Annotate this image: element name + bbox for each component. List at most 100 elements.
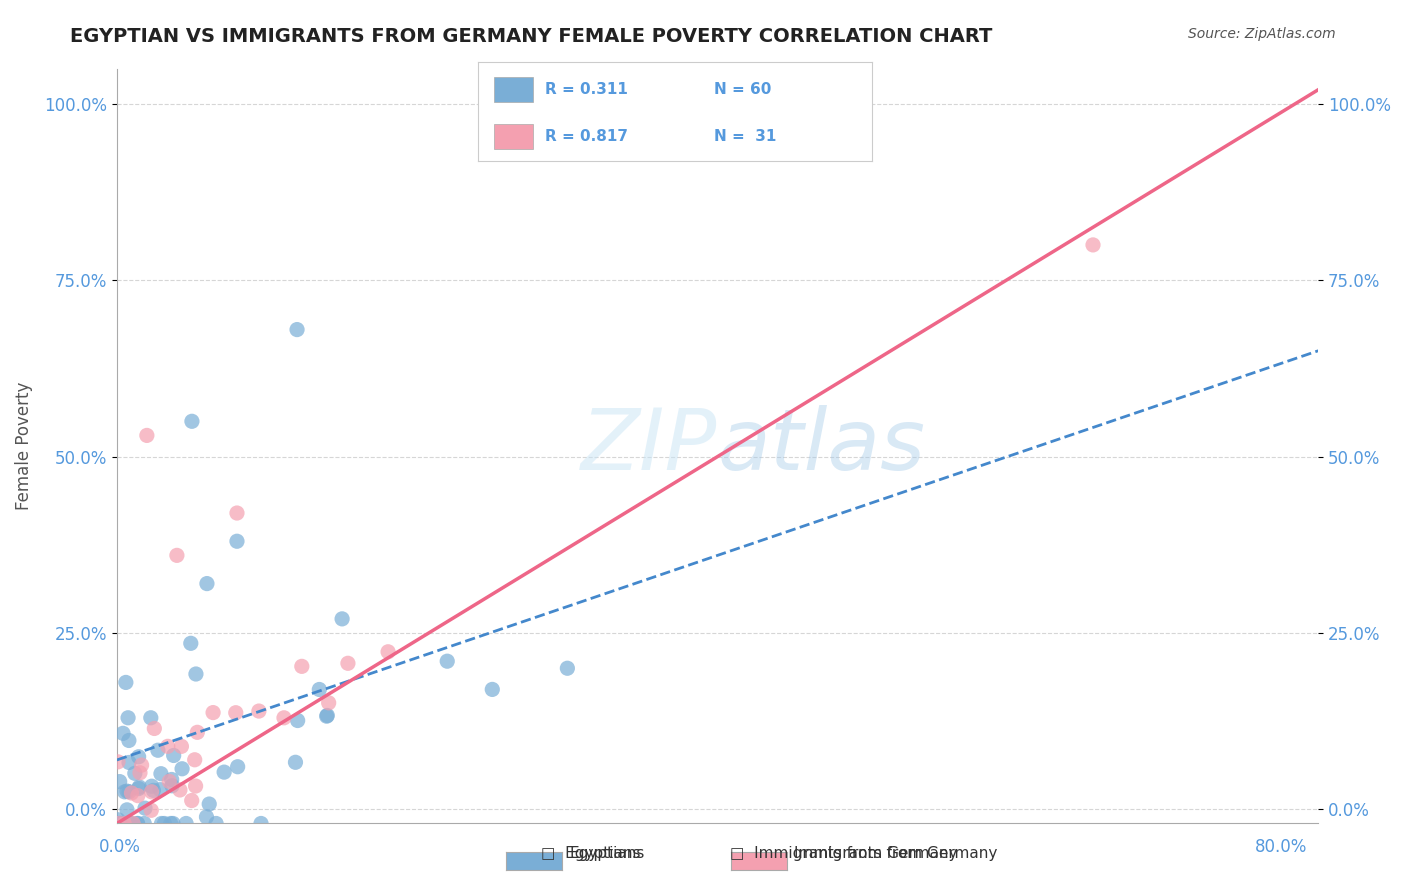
Point <box>150 816 173 830</box>
Point <box>212 765 235 780</box>
Point <box>115 803 138 817</box>
Point <box>183 753 205 767</box>
Text: 0.0%: 0.0% <box>98 838 141 856</box>
Point <box>226 534 249 549</box>
Point <box>160 772 183 787</box>
Text: □  Immigrants from Germany: □ Immigrants from Germany <box>730 846 957 861</box>
Point <box>107 816 129 830</box>
Point <box>159 816 181 830</box>
Point <box>127 789 149 803</box>
Point <box>146 743 169 757</box>
Point <box>205 816 228 830</box>
Y-axis label: Female Poverty: Female Poverty <box>15 382 32 510</box>
Point <box>141 779 163 793</box>
Point <box>118 756 141 770</box>
Point <box>195 576 218 591</box>
Text: Source: ZipAtlas.com: Source: ZipAtlas.com <box>1188 27 1336 41</box>
Point <box>166 549 188 563</box>
Point <box>174 816 197 830</box>
Point <box>134 816 156 830</box>
Text: □  Egyptians: □ Egyptians <box>541 846 640 861</box>
Point <box>112 816 135 830</box>
Point <box>225 706 247 720</box>
Point <box>153 816 176 830</box>
Text: R = 0.311: R = 0.311 <box>546 82 628 97</box>
Point <box>122 816 145 830</box>
Text: Immigrants from Germany: Immigrants from Germany <box>794 846 998 861</box>
Point <box>284 756 307 770</box>
Point <box>308 682 330 697</box>
Point <box>108 816 131 830</box>
Text: Egyptians: Egyptians <box>569 846 645 861</box>
Point <box>172 762 194 776</box>
Point <box>110 816 132 830</box>
Text: EGYPTIAN VS IMMIGRANTS FROM GERMANY FEMALE POVERTY CORRELATION CHART: EGYPTIAN VS IMMIGRANTS FROM GERMANY FEMA… <box>70 27 993 45</box>
Point <box>115 675 138 690</box>
Point <box>139 711 162 725</box>
FancyBboxPatch shape <box>494 77 533 102</box>
Point <box>287 714 309 728</box>
Point <box>226 760 249 774</box>
Point <box>557 661 579 675</box>
Point <box>128 781 150 796</box>
Point <box>108 774 131 789</box>
Point <box>120 816 142 830</box>
Point <box>226 506 249 520</box>
Point <box>273 711 295 725</box>
Point <box>114 785 136 799</box>
Point <box>285 322 308 336</box>
Point <box>107 755 129 769</box>
Point <box>117 711 139 725</box>
Point <box>184 667 207 681</box>
Point <box>120 816 142 830</box>
Point <box>111 726 134 740</box>
Point <box>149 782 172 797</box>
Text: R = 0.817: R = 0.817 <box>546 129 628 144</box>
Point <box>135 428 157 442</box>
Point <box>141 803 163 817</box>
Point <box>170 739 193 754</box>
Point <box>149 766 172 780</box>
Point <box>250 816 273 830</box>
Point <box>160 779 183 793</box>
Point <box>198 797 221 811</box>
Point <box>316 708 339 723</box>
Point <box>436 654 458 668</box>
Point <box>330 612 353 626</box>
Point <box>141 785 163 799</box>
Point <box>110 816 132 830</box>
Point <box>127 816 149 830</box>
Point <box>127 816 149 830</box>
Point <box>142 783 165 797</box>
Point <box>157 774 180 789</box>
Point <box>124 766 146 780</box>
Point <box>134 801 156 815</box>
FancyBboxPatch shape <box>494 124 533 149</box>
Point <box>1081 238 1104 252</box>
Text: N =  31: N = 31 <box>714 129 776 144</box>
Point <box>186 725 208 739</box>
Point <box>202 706 225 720</box>
Point <box>318 696 340 710</box>
Point <box>163 748 186 763</box>
Point <box>162 816 184 830</box>
Point <box>184 779 207 793</box>
Point <box>315 709 337 723</box>
Point <box>195 810 218 824</box>
Point <box>121 786 143 800</box>
Point <box>115 784 138 798</box>
Point <box>291 659 314 673</box>
Text: atlas: atlas <box>717 404 925 488</box>
Text: ZIP: ZIP <box>581 404 717 488</box>
Point <box>128 780 150 794</box>
Point <box>118 785 141 799</box>
Point <box>131 758 153 772</box>
Point <box>107 813 129 827</box>
Point <box>181 414 204 428</box>
Point <box>128 749 150 764</box>
Point <box>481 682 503 697</box>
Point <box>377 645 399 659</box>
Text: 80.0%: 80.0% <box>1256 838 1308 856</box>
Point <box>247 704 270 718</box>
Point <box>143 722 166 736</box>
